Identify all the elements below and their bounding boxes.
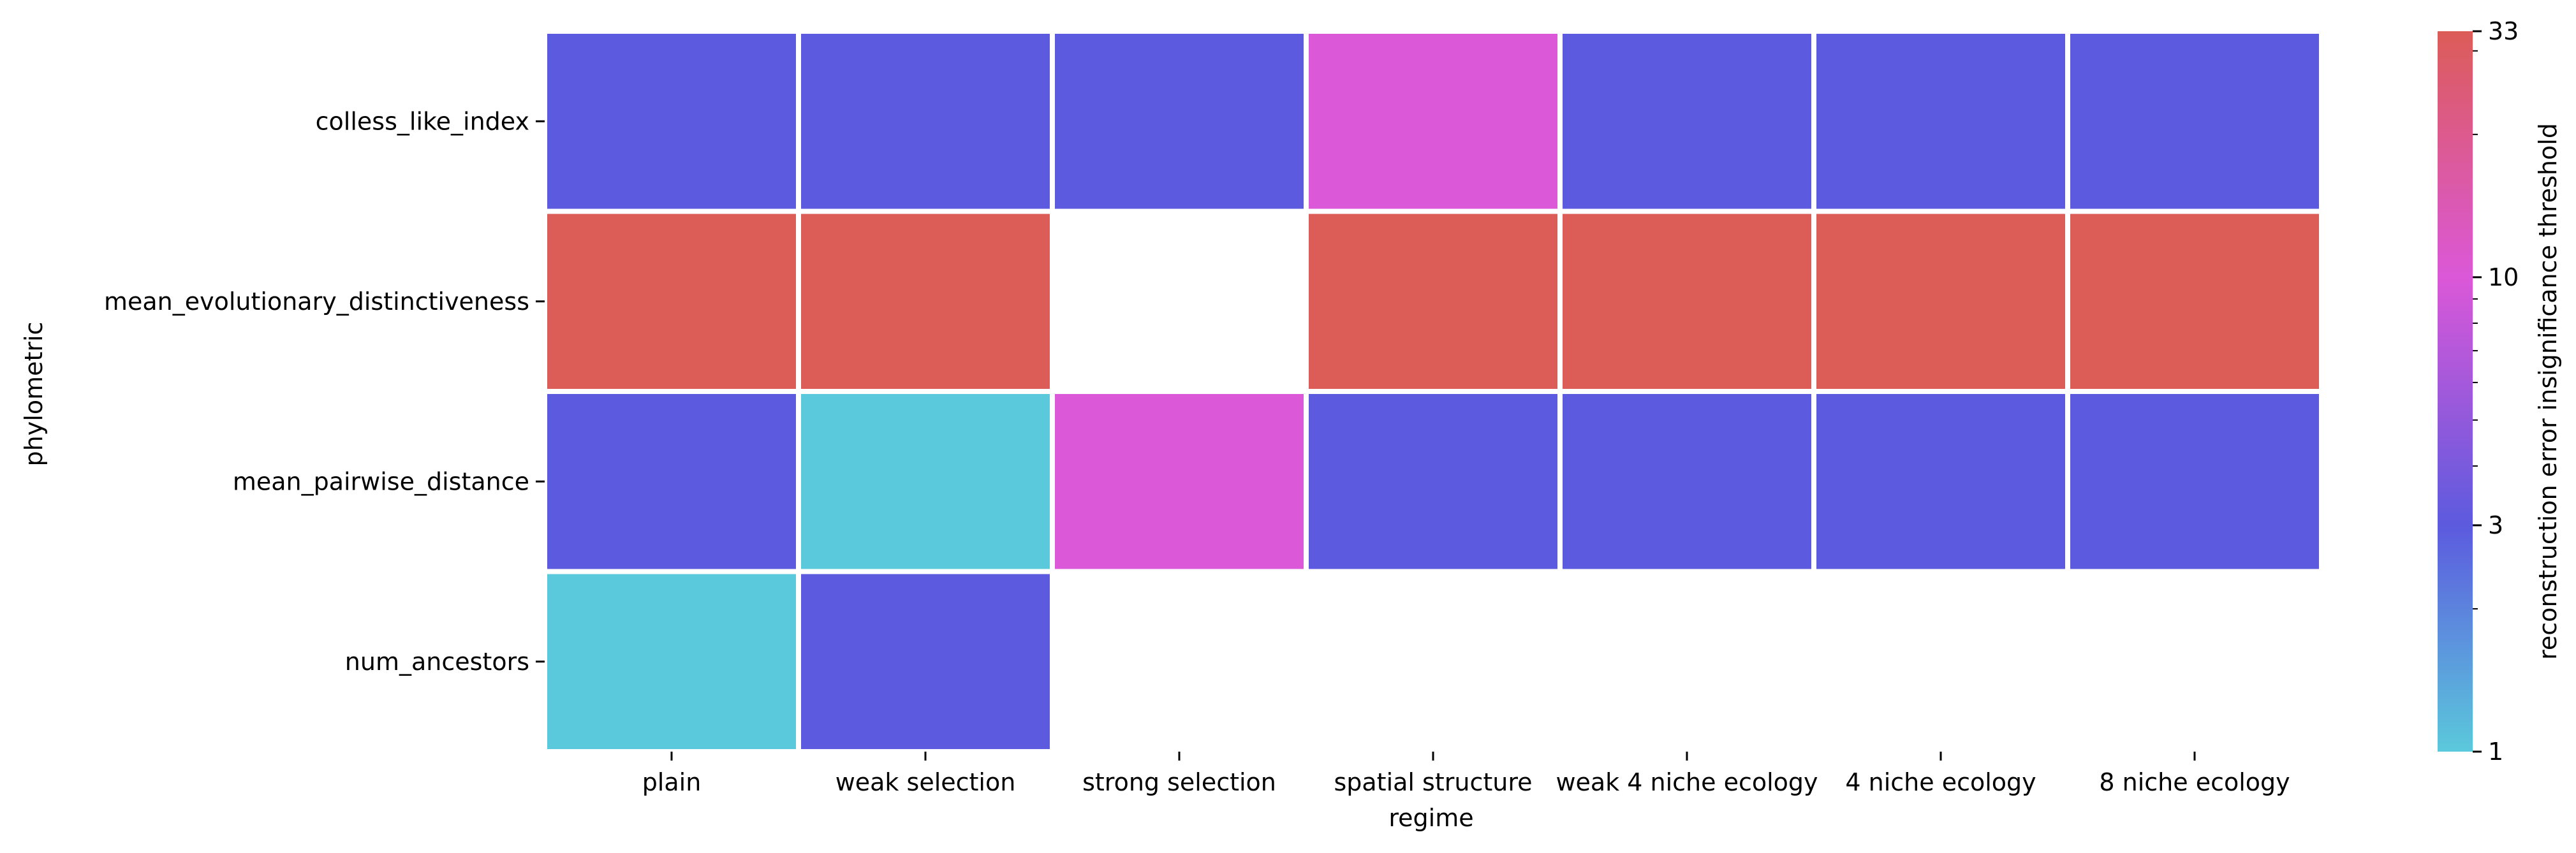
colorbar: 1 3 10 33 reconstruction error insignifican… <box>2438 17 2562 766</box>
x-tick-label: weak selection <box>835 768 1016 796</box>
x-tick-label: spatial structure <box>1334 768 1532 796</box>
heatmap-cell <box>801 214 1050 389</box>
x-tick-label: strong selection <box>1082 768 1276 796</box>
heatmap-cell <box>801 574 1050 749</box>
heatmap-cell <box>1563 34 1811 209</box>
y-axis: colless_like_index mean_evolutionary_dist… <box>104 107 545 676</box>
heatmap-cell <box>2070 214 2319 389</box>
x-tick-label: 4 niche ecology <box>1845 768 2036 796</box>
colorbar-label: reconstruction error insignificance thre… <box>2534 123 2562 660</box>
heatmap-cell <box>547 394 796 569</box>
x-axis: plain weak selection strong selection spati… <box>642 752 2290 796</box>
heatmap-cell <box>1816 394 2065 569</box>
colorbar-gradient <box>2438 31 2473 752</box>
heatmap-cell <box>1816 34 2065 209</box>
heatmap-cell <box>1563 394 1811 569</box>
colorbar-tick-label: 1 <box>2488 738 2503 766</box>
x-tick-label: 8 niche ecology <box>2099 768 2290 796</box>
colorbar-tick-label: 3 <box>2488 511 2503 539</box>
heatmap-cell <box>1309 34 1557 209</box>
x-tick-label: weak 4 niche ecology <box>1556 768 1818 796</box>
colorbar-tick-label: 33 <box>2488 17 2519 45</box>
y-tick-label: mean_pairwise_distance <box>233 467 529 495</box>
heatmap-cell <box>1309 394 1557 569</box>
heatmap-cell <box>1563 214 1811 389</box>
heatmap-cell <box>1816 214 2065 389</box>
x-tick-label: plain <box>642 768 702 796</box>
colorbar-ticks: 1 3 10 33 <box>2473 17 2519 766</box>
heatmap-cells <box>547 34 2319 749</box>
heatmap-cell <box>1055 394 1304 569</box>
y-axis-label: phylometric <box>20 322 48 467</box>
heatmap-cell <box>547 214 796 389</box>
y-tick-label: colless_like_index <box>316 107 529 135</box>
y-tick-label: num_ancestors <box>345 648 529 676</box>
colorbar-tick-label: 10 <box>2488 263 2519 291</box>
heatmap-cell <box>2070 394 2319 569</box>
heatmap-cell <box>801 394 1050 569</box>
x-axis-label: regime <box>1388 804 1473 832</box>
y-tick-label: mean_evolutionary_distinctiveness <box>104 288 529 316</box>
heatmap-cell <box>2070 34 2319 209</box>
heatmap-cell <box>1309 214 1557 389</box>
heatmap-cell <box>547 574 796 749</box>
heatmap-cell <box>547 34 796 209</box>
heatmap-cell <box>801 34 1050 209</box>
heatmap-cell <box>1055 34 1304 209</box>
